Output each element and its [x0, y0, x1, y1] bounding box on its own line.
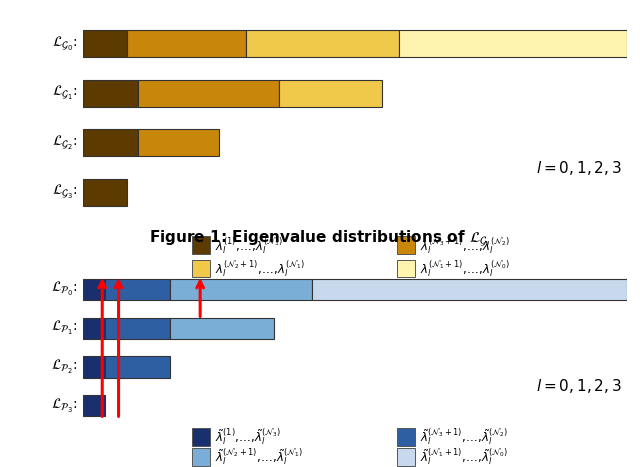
Bar [83, 80, 138, 107]
Bar [138, 80, 279, 107]
Bar [246, 30, 399, 57]
Bar [83, 129, 138, 156]
Text: $\tilde{\lambda}_l^{(1)},\!\ldots,\!\tilde{\lambda}_l^{(\mathcal{N}_3)}$: $\tilde{\lambda}_l^{(1)},\!\ldots,\!\til… [215, 426, 282, 447]
Bar [83, 30, 127, 57]
Bar [312, 279, 627, 300]
Text: $l = 0, 1, 2, 3$: $l = 0, 1, 2, 3$ [536, 377, 622, 395]
Text: $\mathcal{L}_{\mathcal{G}_1}$:: $\mathcal{L}_{\mathcal{G}_1}$: [52, 84, 78, 102]
Bar [170, 318, 274, 339]
Text: $\mathcal{L}_{\mathcal{P}_0}$:: $\mathcal{L}_{\mathcal{P}_0}$: [51, 280, 78, 298]
Text: $\tilde{\lambda}_l^{(\mathcal{N}_1+1)},\!\ldots,\!\tilde{\lambda}_l^{(\mathcal{N: $\tilde{\lambda}_l^{(\mathcal{N}_1+1)},\… [420, 446, 508, 467]
Bar [399, 30, 627, 57]
Text: $\mathcal{L}_{\mathcal{P}_2}$:: $\mathcal{L}_{\mathcal{P}_2}$: [51, 358, 78, 376]
Bar [83, 179, 127, 206]
Text: $\mathcal{L}_{\mathcal{G}_3}$:: $\mathcal{L}_{\mathcal{G}_3}$: [52, 184, 78, 201]
Text: $\mathcal{L}_{\mathcal{G}_0}$:: $\mathcal{L}_{\mathcal{G}_0}$: [52, 35, 78, 53]
Text: $\tilde{\lambda}_l^{(\mathcal{N}_3+1)},\!\ldots,\!\tilde{\lambda}_l^{(\mathcal{N: $\tilde{\lambda}_l^{(\mathcal{N}_3+1)},\… [420, 426, 508, 447]
Bar [105, 279, 170, 300]
Bar [83, 356, 105, 377]
Text: $\lambda_l^{(\mathcal{N}_3+1)},\!\ldots,\!\lambda_l^{(\mathcal{N}_2)}$: $\lambda_l^{(\mathcal{N}_3+1)},\!\ldots,… [420, 235, 509, 255]
Bar [83, 395, 105, 416]
Text: $\mathcal{L}_{\mathcal{G}_2}$:: $\mathcal{L}_{\mathcal{G}_2}$: [52, 134, 78, 152]
Text: Figure 1: Eigenvalue distributions of $\mathcal{L}_{\mathcal{G}_l}$: Figure 1: Eigenvalue distributions of $\… [150, 229, 490, 249]
Bar [83, 318, 105, 339]
Bar [170, 279, 312, 300]
Text: $\tilde{\lambda}_l^{(\mathcal{N}_2+1)},\!\ldots,\!\tilde{\lambda}_l^{(\mathcal{N: $\tilde{\lambda}_l^{(\mathcal{N}_2+1)},\… [215, 446, 303, 467]
Bar [83, 279, 105, 300]
Bar [105, 356, 170, 377]
Bar [138, 129, 219, 156]
Bar [105, 318, 170, 339]
Text: $l = 0, 1, 2, 3$: $l = 0, 1, 2, 3$ [536, 159, 622, 177]
Bar [127, 30, 246, 57]
Text: $\lambda_l^{(\mathcal{N}_2+1)},\!\ldots,\!\lambda_l^{(\mathcal{N}_1)}$: $\lambda_l^{(\mathcal{N}_2+1)},\!\ldots,… [215, 258, 305, 279]
Bar [279, 80, 383, 107]
Text: $\lambda_l^{(\mathcal{N}_1+1)},\!\ldots,\!\lambda_l^{(\mathcal{N}_0)}$: $\lambda_l^{(\mathcal{N}_1+1)},\!\ldots,… [420, 258, 509, 279]
Text: $\lambda_l^{(1)},\!\ldots,\!\lambda_l^{(\mathcal{N}_3)}$: $\lambda_l^{(1)},\!\ldots,\!\lambda_l^{(… [215, 235, 283, 255]
Text: $\mathcal{L}_{\mathcal{P}_1}$:: $\mathcal{L}_{\mathcal{P}_1}$: [51, 319, 78, 337]
Text: $\mathcal{L}_{\mathcal{P}_3}$:: $\mathcal{L}_{\mathcal{P}_3}$: [51, 396, 78, 415]
